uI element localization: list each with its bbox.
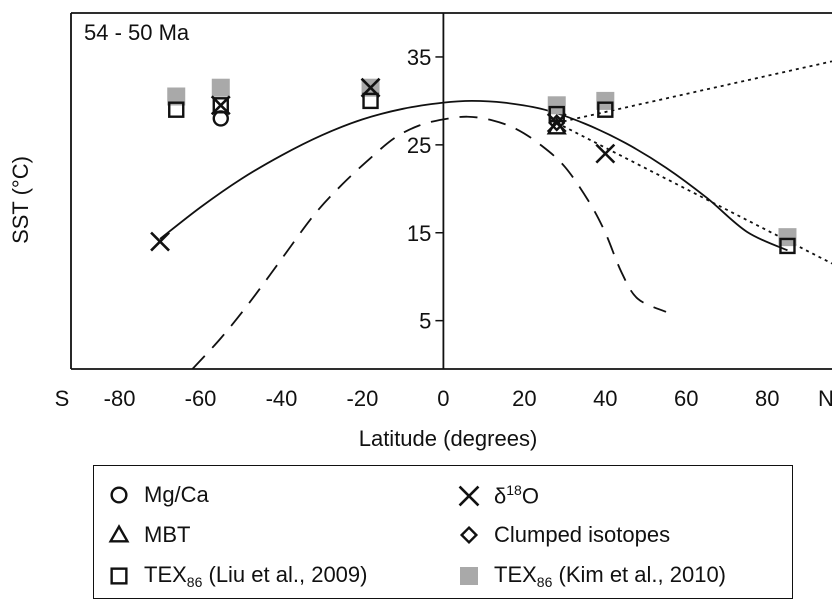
x-tick-label: 0 <box>437 386 449 411</box>
data-point-square-filled <box>211 78 230 97</box>
data-point-diamond <box>548 114 566 132</box>
x-tick-label: 60 <box>674 386 698 411</box>
legend-item: δ18O <box>458 482 539 509</box>
y-tick-label: 35 <box>407 45 431 70</box>
legend-label: TEX86 (Kim et al., 2010) <box>494 562 727 590</box>
legend-marker-square-open-icon <box>108 565 130 587</box>
data-point-circle <box>212 110 229 127</box>
data-point-square-filled <box>547 96 566 115</box>
legend-item: TEX86 (Kim et al., 2010) <box>458 562 726 590</box>
data-point-x <box>360 77 381 98</box>
dotted-trend-lower-line <box>556 122 832 265</box>
legend: Mg/Ca δ18O MBT Clumped isotopes TEX86 (Liu e… <box>93 465 793 599</box>
data-point-x <box>595 143 616 164</box>
panel-label: 54 - 50 Ma <box>84 20 190 45</box>
data-point-square-open <box>597 101 614 118</box>
sst-latitude-chart: 5 15 25 35 -80 -60 -40 -20 0 20 40 60 80 S N 54 - 50 M… <box>8 12 832 451</box>
y-tick-label: 5 <box>419 309 431 334</box>
data-point-square-filled <box>167 87 186 106</box>
legend-item: MBT <box>108 522 190 548</box>
x-tick-label: 80 <box>755 386 779 411</box>
y-tick-label: 15 <box>407 221 431 246</box>
legend-marker-circle-icon <box>108 484 130 506</box>
y-axis-title: SST (°C) <box>8 156 33 244</box>
legend-marker-square-filled-icon <box>458 565 480 587</box>
y-tick-label: 25 <box>407 133 431 158</box>
data-point-square-open <box>168 101 185 118</box>
x-axis-title: Latitude (degrees) <box>359 426 538 451</box>
data-point-x <box>210 95 231 116</box>
x-end-label-north: N <box>818 386 832 411</box>
legend-label: δ18O <box>494 482 539 509</box>
legend-item: Clumped isotopes <box>458 522 670 548</box>
legend-label: TEX86 (Liu et al., 2009) <box>144 562 368 590</box>
x-tick-label: 20 <box>512 386 536 411</box>
x-tick-label: -20 <box>347 386 379 411</box>
x-tick-label: -40 <box>266 386 298 411</box>
legend-label: Clumped isotopes <box>494 522 671 547</box>
data-point-square-open <box>779 237 796 255</box>
legend-marker-x-icon <box>458 485 480 507</box>
fitted-curve-line <box>159 100 788 252</box>
legend-item: TEX86 (Liu et al., 2009) <box>108 562 367 590</box>
x-tick-label: -60 <box>185 386 217 411</box>
legend-marker-triangle-icon <box>108 524 130 546</box>
x-end-label-south: S <box>55 386 70 411</box>
x-tick-label: -80 <box>104 386 136 411</box>
dotted-trend-upper-line <box>556 60 832 124</box>
data-point-square-open <box>362 92 379 110</box>
modern-SST-line <box>191 115 667 369</box>
legend-label: MBT <box>144 522 191 547</box>
data-point-x <box>546 112 567 133</box>
legend-item: Mg/Ca <box>108 482 209 508</box>
legend-marker-diamond-icon <box>458 524 480 546</box>
data-point-square-filled <box>596 91 615 110</box>
data-point-x <box>150 231 170 252</box>
x-tick-label: 40 <box>593 386 617 411</box>
data-point-square-filled <box>778 228 797 247</box>
legend-label: Mg/Ca <box>144 482 209 507</box>
